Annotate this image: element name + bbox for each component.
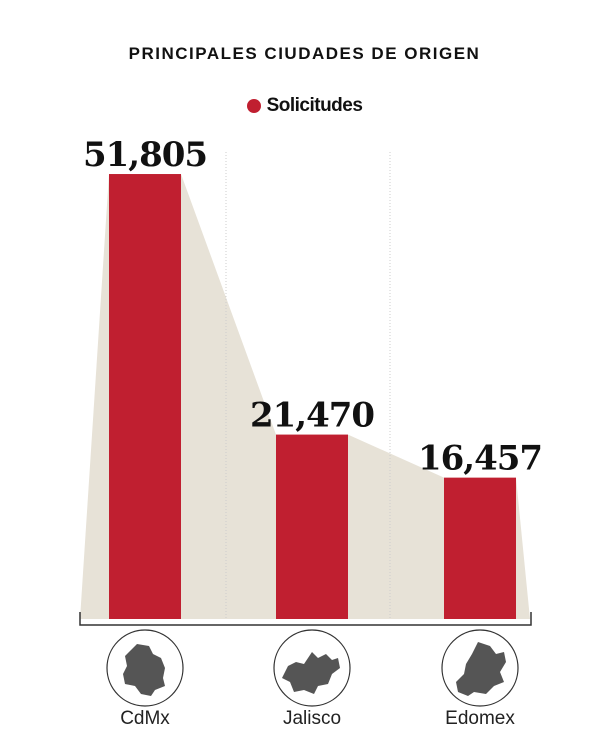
- edomex-map-icon: [441, 629, 519, 707]
- cdmx-map-icon: [106, 629, 184, 707]
- bar-edomex: [444, 477, 516, 619]
- value-label-jalisco: 21,470: [250, 396, 374, 436]
- value-label-edomex: 16,457: [418, 439, 542, 479]
- jalisco-map-icon: [273, 629, 351, 707]
- category-label-edomex: Edomex: [445, 708, 515, 729]
- chart-title: PRINCIPALES CIUDADES DE ORIGEN: [128, 44, 481, 63]
- category-label-jalisco: Jalisco: [283, 708, 341, 729]
- bar-cdmx: [109, 174, 181, 620]
- value-label-cdmx: 51,805: [83, 135, 207, 175]
- x-axis: [79, 612, 532, 626]
- legend: Solicitudes: [0, 95, 609, 117]
- bar-jalisco: [276, 434, 348, 619]
- legend-label: Solicitudes: [266, 95, 363, 116]
- category-label-cdmx: CdMx: [120, 708, 170, 729]
- legend-swatch: [246, 99, 261, 113]
- background-area: [80, 174, 530, 620]
